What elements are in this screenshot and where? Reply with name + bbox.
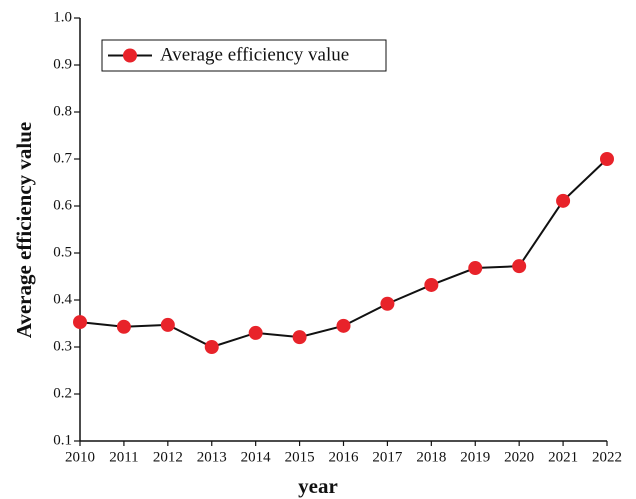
data-point (160, 317, 175, 332)
series-line (79, 158, 608, 349)
x-tick-label: 2011 (109, 449, 138, 465)
y-tick-label: 0.9 (53, 56, 72, 72)
legend-label: Average efficiency value (160, 44, 349, 65)
y-axis-title: Average efficiency value (12, 122, 36, 339)
data-point (380, 296, 395, 311)
data-point (468, 261, 483, 276)
x-tick-label: 2016 (329, 449, 360, 465)
y-tick-label: 0.4 (53, 291, 72, 307)
x-tick-label: 2014 (241, 449, 272, 465)
y-tick-label: 0.2 (53, 385, 72, 401)
x-tick-label: 2015 (285, 449, 315, 465)
x-tick-label: 2010 (65, 449, 95, 465)
legend-marker (123, 48, 137, 63)
y-tick-label: 0.8 (53, 103, 72, 119)
data-point (556, 193, 571, 208)
data-point (336, 318, 351, 333)
data-point (248, 325, 263, 340)
y-tick-label: 0.5 (53, 244, 72, 260)
data-point (116, 319, 131, 334)
x-tick-label: 2012 (153, 449, 183, 465)
x-tick-label: 2013 (197, 449, 227, 465)
data-point (292, 330, 307, 345)
x-tick-label: 2019 (460, 449, 490, 465)
data-point (512, 259, 527, 274)
data-point (204, 340, 219, 354)
data-point (73, 315, 87, 330)
y-tick-label: 0.6 (53, 197, 72, 213)
data-point (600, 152, 614, 166)
y-tick-label: 1.0 (53, 9, 72, 25)
x-tick-label: 2021 (548, 449, 578, 465)
x-tick-label: 2018 (416, 449, 446, 465)
x-tick-label: 2022 (592, 449, 622, 465)
x-axis-title: year (298, 474, 338, 498)
y-tick-label: 0.1 (53, 432, 72, 448)
y-tick-label: 0.3 (53, 338, 72, 354)
y-tick-label: 0.7 (53, 150, 72, 166)
x-tick-label: 2020 (504, 449, 534, 465)
x-tick-label: 2017 (372, 449, 403, 465)
data-point (424, 277, 439, 292)
